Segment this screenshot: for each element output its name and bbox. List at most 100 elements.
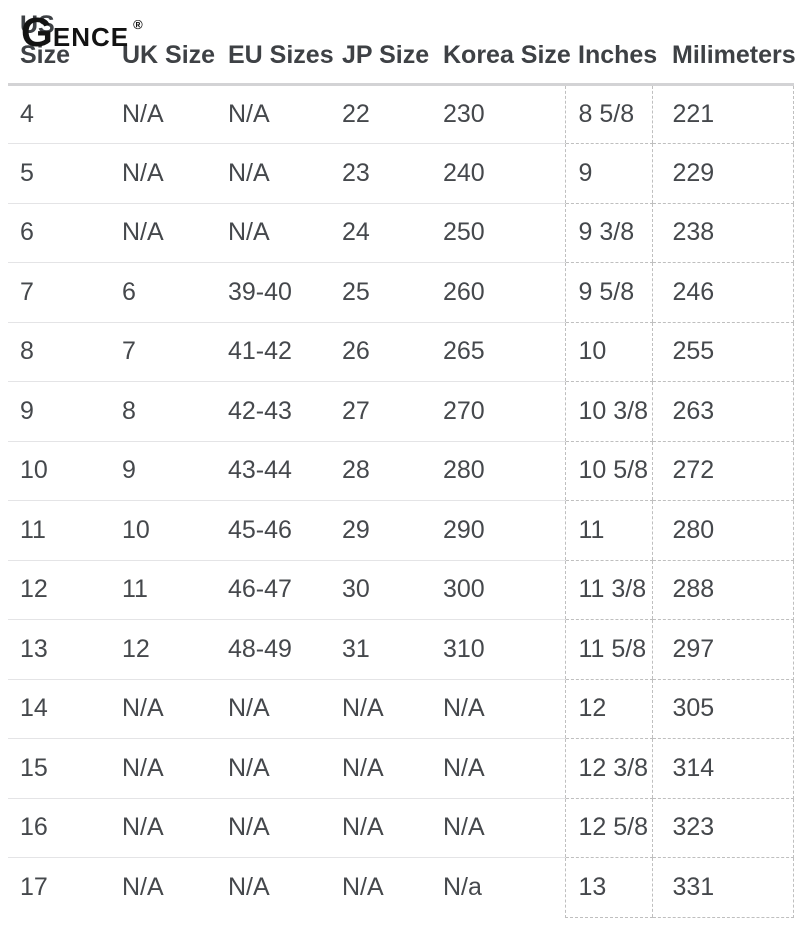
cell-uk-size: N/A: [110, 679, 216, 739]
cell-eu-sizes: 45-46: [216, 500, 330, 561]
cell-inches: 10: [564, 322, 652, 382]
cell-us-size: 17: [20, 873, 48, 901]
header-korea-size: Korea Size: [431, 0, 571, 86]
cell-eu-sizes: N/A: [216, 203, 330, 263]
cell-jp-size: 27: [330, 381, 431, 442]
cell-inches: 10 3/8: [564, 381, 652, 442]
cell-inches: 8 5/8: [564, 84, 652, 144]
cell-uk-size: N/A: [110, 203, 216, 263]
cell-eu-sizes: 39-40: [216, 262, 330, 323]
brand-logo: G ENCE ®: [21, 12, 143, 53]
cell-uk-size: N/A: [110, 738, 216, 799]
cell-inches: 12: [564, 679, 652, 739]
cell-uk-size: 10: [110, 500, 216, 561]
cell-korea-size: 290: [431, 500, 565, 561]
cell-eu-sizes: N/A: [216, 143, 330, 204]
cell-milimeters: 280: [651, 500, 794, 561]
cell-milimeters: 297: [651, 619, 794, 680]
cell-milimeters: 221: [651, 84, 794, 144]
cell-inches: 12 5/8: [564, 798, 652, 858]
cell-eu-sizes: N/A: [216, 84, 330, 144]
cell-eu-sizes: 43-44: [216, 441, 330, 501]
cell-jp-size: N/A: [330, 679, 431, 739]
cell-milimeters: 255: [651, 322, 794, 382]
cell-inches: 11: [564, 500, 652, 561]
cell-us-size: 15: [8, 738, 110, 799]
size-conversion-table: US Size UK Size EU Sizes JP Size Korea S…: [8, 0, 796, 918]
table-row: 5 N/A N/A 23 240 9 229: [8, 143, 794, 204]
cell-eu-sizes: N/A: [216, 679, 330, 739]
cell-korea-size: 230: [431, 84, 565, 144]
cell-korea-size: N/a: [443, 873, 482, 901]
cell-milimeters: 238: [651, 203, 794, 263]
cell-uk-size: 6: [110, 262, 216, 323]
cell-inches: 9 3/8: [564, 203, 652, 263]
cell-korea-size: N/A: [431, 738, 565, 799]
table-row: 10 9 43-44 28 280 10 5/8 272: [8, 441, 794, 501]
cell-milimeters: 331: [651, 857, 794, 918]
table-row: 14 N/A N/A N/A N/A 12 305: [8, 679, 794, 739]
cell-eu-sizes: 48-49: [216, 619, 330, 680]
cell-uk-size: 8: [110, 381, 216, 442]
cell-korea-size: 260: [431, 262, 565, 323]
cell-jp-size: N/A: [342, 873, 384, 901]
cell-korea-size: 310: [431, 619, 565, 680]
header-milimeters: Milimeters: [652, 0, 796, 86]
cell-us-size: 13: [8, 619, 110, 680]
brand-name-rest: ENCE: [52, 22, 130, 52]
table-row: 8 7 41-42 26 265 10 255: [8, 322, 794, 382]
cell-uk-size: 9: [110, 441, 216, 501]
cell-uk-size: N/A: [110, 798, 216, 858]
cell-milimeters: 288: [651, 560, 794, 620]
table-body: 4 N/A N/A 22 230 8 5/8 221 5 N/A N/A 23 240 9 229 6 N/A…: [8, 84, 794, 918]
cell-jp-size: N/A: [330, 738, 431, 799]
cell-eu-sizes: 42-43: [216, 381, 330, 442]
cell-uk-size: 11: [110, 560, 216, 620]
table-row: 16 N/A N/A N/A N/A 12 5/8 323: [8, 798, 794, 858]
cell-uk-size: N/A: [122, 873, 164, 901]
cell-jp-size: 23: [330, 143, 431, 204]
header-uk-size: UK Size: [110, 0, 216, 86]
header-eu-sizes: EU Sizes: [216, 0, 334, 86]
cell-milimeters: 229: [651, 143, 794, 204]
cell-eu-sizes: N/A: [216, 738, 330, 799]
header-jp-size: JP Size: [330, 0, 431, 86]
cell-milimeters: 246: [651, 262, 794, 323]
table-row: 15 N/A N/A N/A N/A 12 3/8 314: [8, 738, 794, 799]
cell-inches: 12 3/8: [564, 738, 652, 799]
cell-eu-sizes: 41-42: [216, 322, 330, 382]
cell-jp-size: 31: [330, 619, 431, 680]
cell-us-size: 7: [8, 262, 110, 323]
table-header: US Size UK Size EU Sizes JP Size Korea S…: [8, 0, 796, 86]
cell-milimeters: 272: [651, 441, 794, 501]
cell-jp-size: 22: [330, 84, 431, 144]
table-row: 9 8 42-43 27 270 10 3/8 263: [8, 381, 794, 442]
cell-jp-size: 28: [330, 441, 431, 501]
cell-eu-sizes: N/A: [216, 798, 330, 858]
cell-inches: 13: [564, 857, 652, 918]
cell-eu-sizes: 46-47: [216, 560, 330, 620]
cell-korea-size: 250: [431, 203, 565, 263]
cell-korea-size: 280: [431, 441, 565, 501]
table-row: 17 N/A N/A N/A N/a 13 331: [8, 857, 794, 918]
cell-us-size: 9: [8, 381, 110, 442]
cell-jp-size: 26: [330, 322, 431, 382]
cell-us-size: 14: [8, 679, 110, 739]
cell-inches: 9: [564, 143, 652, 204]
cell-milimeters: 305: [651, 679, 794, 739]
header-row: US Size UK Size EU Sizes JP Size Korea S…: [8, 0, 796, 86]
cell-eu-sizes: N/A: [228, 873, 270, 901]
table-row: 6 N/A N/A 24 250 9 3/8 238: [8, 203, 794, 263]
cell-milimeters: 314: [651, 738, 794, 799]
cell-uk-size: 12: [110, 619, 216, 680]
cell-inches: 10 5/8: [564, 441, 652, 501]
cell-us-size: 12: [8, 560, 110, 620]
cell-korea-size: 270: [431, 381, 565, 442]
cell-korea-size: 300: [431, 560, 565, 620]
cell-us-size: 6: [8, 203, 110, 263]
cell-korea-size: 265: [431, 322, 565, 382]
cell-jp-size: 29: [330, 500, 431, 561]
cell-milimeters: 263: [651, 381, 794, 442]
cell-us-size: 11: [8, 500, 110, 561]
cell-korea-size: N/A: [431, 798, 565, 858]
